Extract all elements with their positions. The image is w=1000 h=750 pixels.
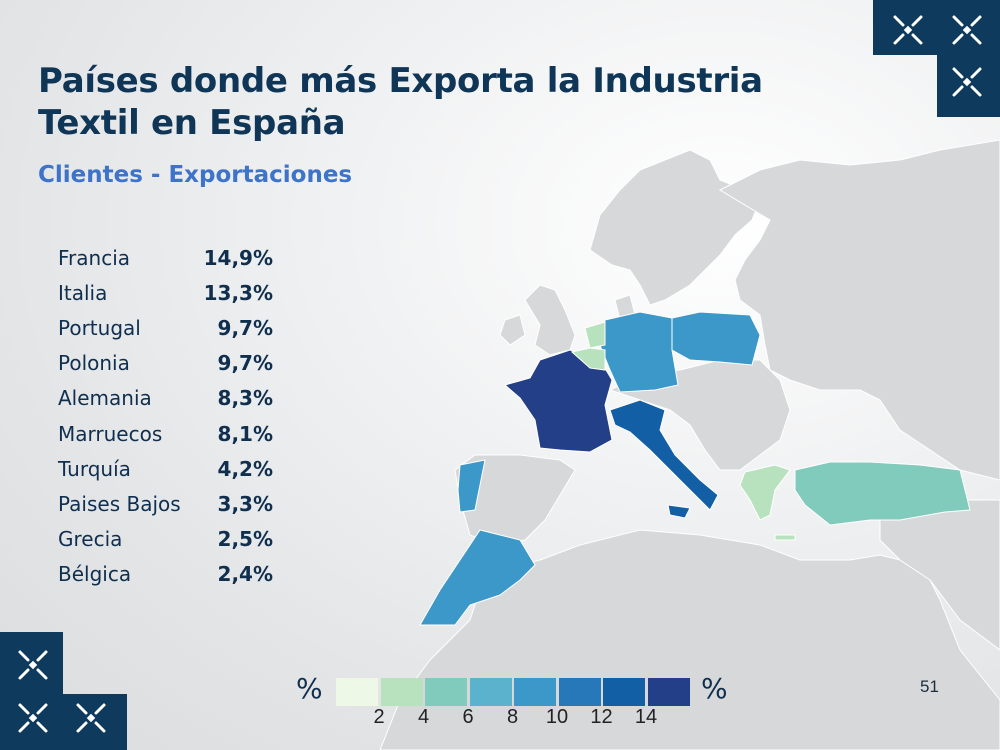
country-value: 14,9% bbox=[203, 245, 273, 270]
country-row: Turquía 4,2% bbox=[58, 451, 273, 486]
country-name: Francia bbox=[58, 245, 131, 270]
country-name: Italia bbox=[58, 280, 108, 305]
country-shape-turquía bbox=[794, 461, 971, 526]
country-value: 8,3% bbox=[217, 386, 273, 411]
country-shape-grecia bbox=[774, 534, 796, 541]
country-value: 13,3% bbox=[203, 280, 273, 305]
country-shape-portugal bbox=[457, 459, 486, 513]
legend-swatch bbox=[558, 678, 601, 706]
country-row: Grecia 2,5% bbox=[58, 522, 273, 557]
legend-tick-label: 10 bbox=[545, 706, 569, 728]
country-shape-polonia bbox=[671, 311, 761, 366]
country-value: 9,7% bbox=[217, 351, 273, 376]
land-shape bbox=[718, 139, 1000, 481]
country-value: 4,2% bbox=[217, 456, 273, 481]
country-name: Marruecos bbox=[58, 421, 163, 446]
country-shape-italia bbox=[609, 399, 719, 511]
country-row: Francia 14,9% bbox=[58, 240, 273, 275]
legend-swatch bbox=[380, 678, 423, 706]
country-shape-italia bbox=[667, 504, 691, 519]
country-name: Bélgica bbox=[58, 562, 132, 587]
legend-tick-label: 8 bbox=[506, 706, 519, 728]
country-value: 2,5% bbox=[217, 527, 273, 552]
page-title: Países donde más Exporta la Industria Te… bbox=[38, 60, 763, 144]
country-shape-grecia bbox=[739, 464, 791, 521]
legend-tick-label: 6 bbox=[462, 706, 474, 728]
country-row: Polonia 9,7% bbox=[58, 346, 273, 381]
legend-tick-label: 4 bbox=[417, 706, 430, 728]
country-value: 3,3% bbox=[217, 491, 273, 516]
map-land-base bbox=[379, 139, 1000, 750]
country-value: 2,4% bbox=[217, 562, 273, 587]
page-subtitle: Clientes - Exportaciones bbox=[38, 162, 353, 188]
country-shape-francia bbox=[503, 349, 613, 453]
legend-swatch bbox=[603, 678, 645, 706]
decor-block-top-right bbox=[937, 55, 1000, 117]
country-shape-paises-bajos bbox=[584, 321, 606, 349]
land-shape bbox=[589, 149, 761, 306]
land-shape bbox=[524, 284, 576, 356]
title-line-2: Textil en España bbox=[38, 103, 346, 143]
legend-swatch bbox=[647, 678, 690, 706]
country-percentage-table: Francia 14,9% Italia 13,3% Portugal 9,7% Polon… bbox=[58, 240, 273, 592]
country-row: Paises Bajos 3,3% bbox=[58, 486, 273, 521]
legend-tick-label: 14 bbox=[634, 706, 658, 728]
country-shape-bélgica bbox=[570, 347, 606, 371]
legend-swatch bbox=[469, 678, 512, 706]
country-value: 9,7% bbox=[217, 315, 273, 340]
country-row: Italia 13,3% bbox=[58, 275, 273, 310]
country-name: Paises Bajos bbox=[58, 491, 181, 516]
legend-tick-label: 12 bbox=[590, 706, 613, 728]
country-value: 8,1% bbox=[217, 421, 273, 446]
country-name: Portugal bbox=[58, 315, 141, 340]
country-row: Marruecos 8,1% bbox=[58, 416, 273, 451]
country-name: Alemania bbox=[58, 386, 152, 411]
country-shape-marruecos bbox=[419, 529, 536, 626]
decor-block-top bbox=[873, 0, 1000, 55]
country-row: Portugal 9,7% bbox=[58, 310, 273, 345]
legend-swatch bbox=[514, 678, 556, 706]
country-name: Turquía bbox=[58, 456, 131, 481]
country-name: Grecia bbox=[58, 527, 123, 552]
country-row: Alemania 8,3% bbox=[58, 381, 273, 416]
land-shape bbox=[454, 454, 576, 546]
map-highlighted-countries bbox=[419, 311, 971, 626]
country-row: Bélgica 2,4% bbox=[58, 557, 273, 592]
title-line-1: Países donde más Exporta la Industria bbox=[38, 61, 763, 101]
legend-unit-left: % bbox=[296, 672, 323, 705]
land-shape bbox=[499, 314, 526, 346]
legend-swatch bbox=[425, 678, 467, 706]
legend-unit-right: % bbox=[701, 672, 728, 705]
decor-block-bottom bbox=[63, 694, 127, 750]
page-number: 51 bbox=[920, 677, 939, 696]
legend-tick-label: 2 bbox=[373, 706, 385, 728]
legend-swatch bbox=[336, 678, 378, 706]
country-name: Polonia bbox=[58, 351, 130, 376]
decor-block-bottom-left bbox=[0, 632, 63, 750]
